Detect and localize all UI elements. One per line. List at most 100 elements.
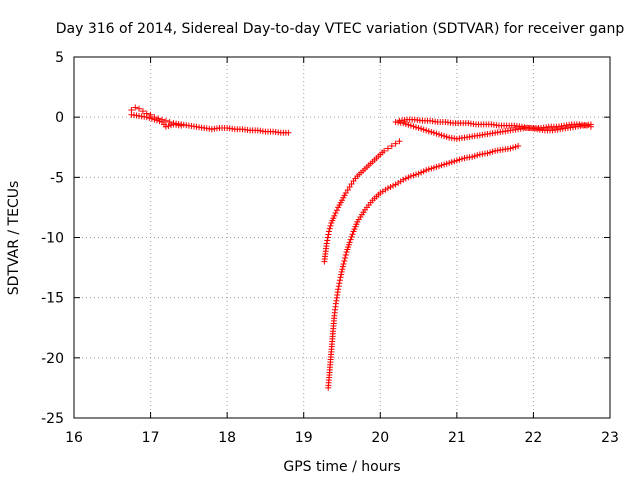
data-point xyxy=(487,149,494,156)
data-point xyxy=(139,108,146,115)
data-point xyxy=(162,117,169,124)
data-point xyxy=(342,251,349,258)
series-segment-6 xyxy=(396,116,594,134)
data-point xyxy=(415,170,422,177)
data-point xyxy=(484,150,491,157)
data-point xyxy=(166,118,173,125)
data-point xyxy=(443,160,450,167)
data-point xyxy=(474,152,481,159)
data-point xyxy=(342,189,349,196)
data-point xyxy=(338,268,345,275)
data-point xyxy=(435,131,442,138)
plot-frame xyxy=(73,56,611,419)
data-point xyxy=(420,126,427,133)
y-tick-label: 0 xyxy=(55,110,64,126)
y-tick-label: -5 xyxy=(50,170,64,186)
data-point xyxy=(178,122,185,129)
data-point xyxy=(147,111,154,118)
data-point xyxy=(148,115,155,122)
data-point xyxy=(336,277,343,284)
data-point xyxy=(512,143,519,150)
data-point xyxy=(428,165,435,172)
data-point xyxy=(384,185,391,192)
data-point xyxy=(438,162,445,169)
series-segment-2 xyxy=(128,111,185,130)
data-point xyxy=(587,121,594,128)
data-point xyxy=(489,148,496,155)
data-point xyxy=(396,138,403,145)
grid-lines xyxy=(74,57,610,418)
data-point xyxy=(156,118,163,125)
data-point xyxy=(413,171,420,178)
data-point xyxy=(420,168,427,175)
data-point xyxy=(428,129,435,136)
data-point xyxy=(451,158,458,165)
data-point xyxy=(323,240,330,247)
data-point xyxy=(143,114,150,121)
y-axis-label: SDTVAR / TECUs xyxy=(6,181,22,296)
data-point xyxy=(469,153,476,160)
data-point xyxy=(162,123,169,130)
data-point xyxy=(423,167,430,174)
series-segment-3 xyxy=(321,138,403,265)
data-points xyxy=(128,104,594,391)
data-point xyxy=(402,175,409,182)
x-tick-label: 22 xyxy=(525,430,543,446)
data-point xyxy=(515,143,522,150)
data-point xyxy=(348,233,355,240)
data-point xyxy=(400,176,407,183)
data-point xyxy=(387,183,394,190)
data-point xyxy=(333,207,340,214)
data-point xyxy=(446,159,453,166)
data-point xyxy=(407,122,414,129)
data-point xyxy=(388,143,395,150)
data-point xyxy=(390,182,397,189)
data-point xyxy=(430,164,437,171)
data-point xyxy=(325,228,332,235)
data-point xyxy=(453,157,460,164)
data-point xyxy=(348,180,355,187)
series-segment-1 xyxy=(128,104,292,136)
data-point xyxy=(136,105,143,112)
data-point xyxy=(410,123,417,130)
data-point xyxy=(438,132,445,139)
data-point xyxy=(339,266,346,273)
y-tick-label: -25 xyxy=(41,411,64,427)
data-point xyxy=(392,140,399,147)
data-point xyxy=(425,128,432,135)
x-tick-label: 17 xyxy=(142,430,160,446)
data-point xyxy=(342,254,349,261)
data-point xyxy=(132,104,139,111)
data-point xyxy=(340,260,347,267)
data-point xyxy=(338,271,345,278)
data-point xyxy=(405,174,412,181)
data-point xyxy=(344,186,351,193)
data-point xyxy=(435,163,442,170)
data-point xyxy=(433,163,440,170)
data-point xyxy=(400,120,407,127)
x-tick-label: 18 xyxy=(218,430,236,446)
data-point xyxy=(349,231,356,238)
data-point xyxy=(510,144,517,151)
x-tick-label: 23 xyxy=(601,430,619,446)
x-tick-labels: 16 17 18 19 20 21 22 23 xyxy=(65,430,619,446)
y-tick-label: -15 xyxy=(41,291,64,307)
data-point xyxy=(425,166,432,173)
data-point xyxy=(410,172,417,179)
data-point xyxy=(151,116,158,123)
data-point xyxy=(405,121,412,128)
y-tick-label: -10 xyxy=(41,231,64,247)
data-point xyxy=(418,169,425,176)
x-tick-label: 16 xyxy=(65,430,83,446)
data-point xyxy=(167,122,174,129)
data-point xyxy=(341,257,348,264)
data-point xyxy=(407,173,414,180)
data-point xyxy=(335,286,342,293)
x-axis-label: GPS time / hours xyxy=(283,459,400,475)
data-point xyxy=(415,124,422,131)
data-point xyxy=(332,210,339,217)
data-point xyxy=(347,236,354,243)
data-point xyxy=(335,283,342,290)
data-point xyxy=(430,129,437,136)
y-tick-label: -20 xyxy=(41,351,64,367)
